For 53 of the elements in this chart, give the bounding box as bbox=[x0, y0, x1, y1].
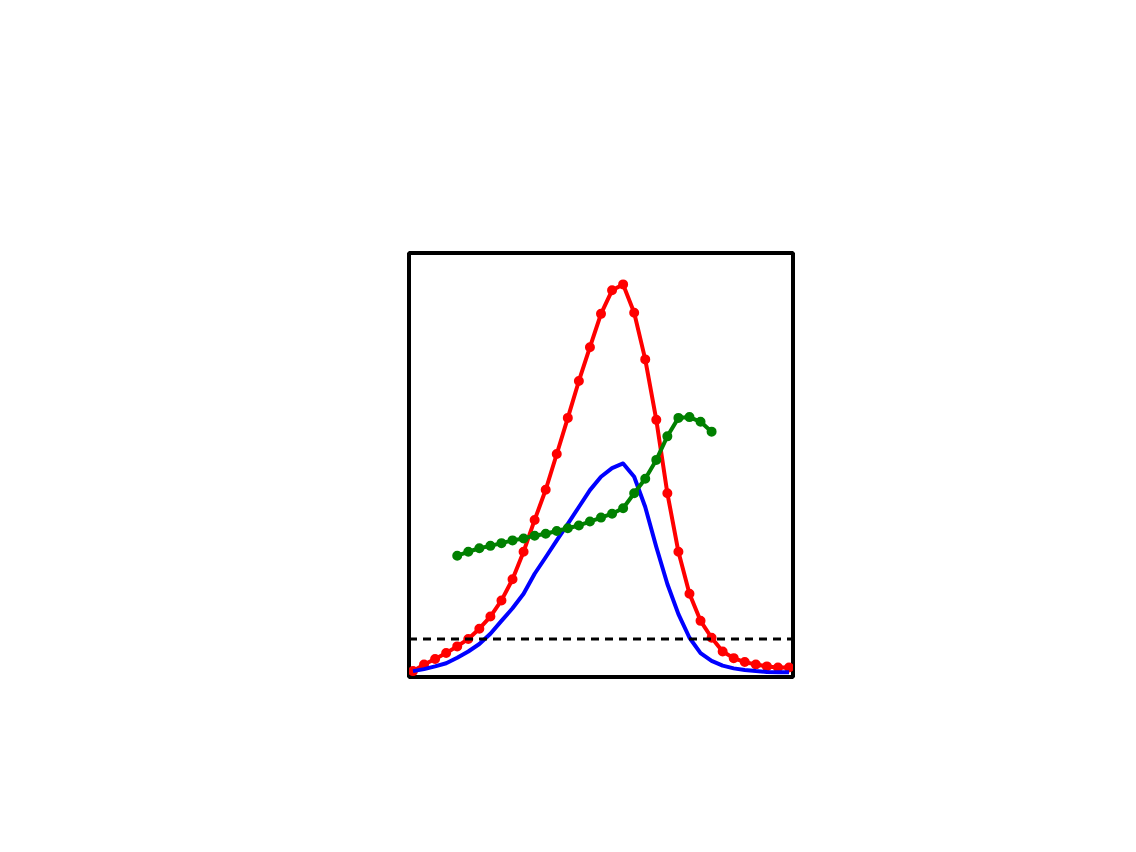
point bbox=[618, 279, 629, 290]
point bbox=[496, 595, 507, 606]
point bbox=[596, 512, 606, 523]
point bbox=[551, 525, 562, 536]
point bbox=[761, 661, 772, 672]
point bbox=[507, 535, 518, 546]
point bbox=[662, 488, 673, 499]
point bbox=[629, 307, 640, 318]
point bbox=[584, 342, 595, 353]
point bbox=[739, 657, 750, 668]
point bbox=[562, 412, 573, 423]
point bbox=[562, 523, 573, 534]
point bbox=[651, 414, 662, 425]
point bbox=[452, 550, 463, 561]
point bbox=[706, 426, 717, 437]
point bbox=[651, 454, 662, 465]
point bbox=[662, 431, 673, 442]
point bbox=[618, 503, 629, 514]
point bbox=[573, 375, 584, 386]
point bbox=[518, 533, 529, 544]
point bbox=[540, 484, 551, 495]
point bbox=[640, 473, 651, 484]
point bbox=[463, 546, 474, 557]
point bbox=[629, 488, 640, 499]
point bbox=[551, 449, 562, 459]
point bbox=[430, 653, 441, 664]
point bbox=[728, 653, 739, 664]
point bbox=[507, 574, 518, 585]
point bbox=[540, 528, 551, 539]
point bbox=[684, 588, 695, 599]
point bbox=[573, 520, 584, 531]
point bbox=[441, 648, 452, 659]
point bbox=[584, 516, 595, 527]
point bbox=[684, 412, 695, 423]
point bbox=[529, 530, 540, 541]
point bbox=[452, 641, 463, 652]
point bbox=[695, 615, 706, 626]
point bbox=[485, 611, 496, 622]
point bbox=[673, 412, 684, 423]
point bbox=[474, 623, 485, 634]
point bbox=[695, 416, 706, 427]
point bbox=[485, 540, 496, 551]
point bbox=[607, 508, 618, 519]
point bbox=[596, 308, 606, 319]
point bbox=[673, 546, 684, 557]
point bbox=[496, 538, 507, 549]
point bbox=[518, 546, 529, 557]
point bbox=[529, 514, 540, 525]
point bbox=[474, 543, 485, 554]
point bbox=[750, 659, 761, 670]
point bbox=[640, 354, 651, 365]
point bbox=[717, 646, 728, 657]
point bbox=[607, 285, 618, 296]
